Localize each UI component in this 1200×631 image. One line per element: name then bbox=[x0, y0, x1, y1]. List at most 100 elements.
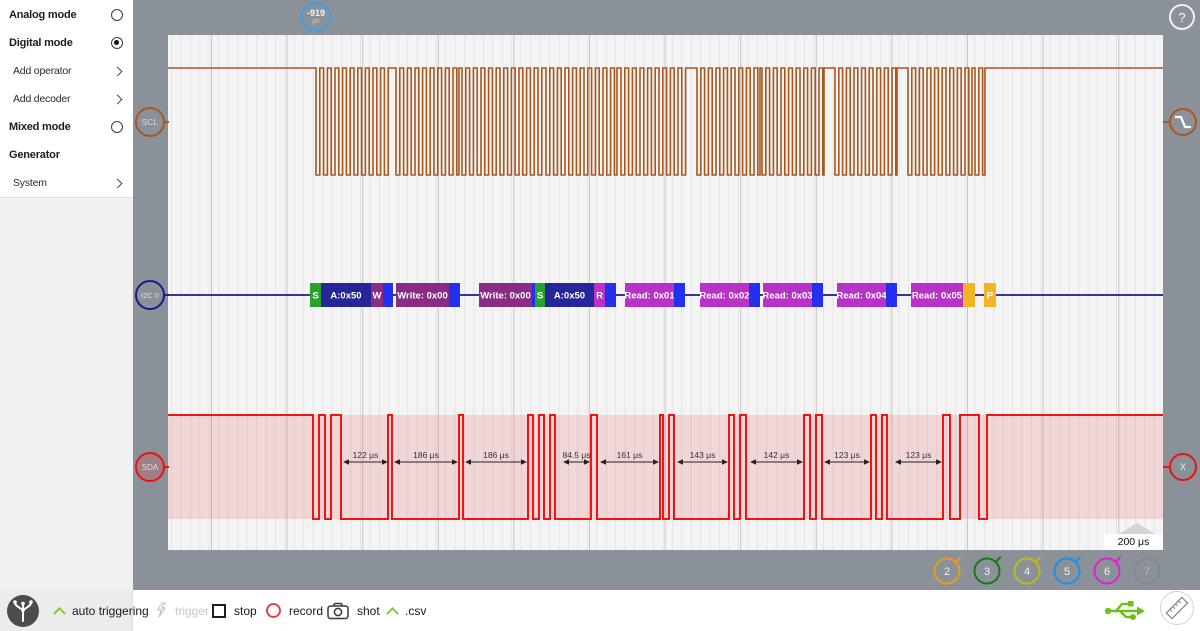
i2c-block[interactable] bbox=[383, 283, 393, 307]
shot-control[interactable]: shot bbox=[327, 590, 380, 631]
measurement: 123 μs bbox=[895, 450, 942, 465]
measurement: 143 μs bbox=[677, 450, 728, 465]
measure-tool-button[interactable] bbox=[1160, 591, 1194, 625]
sidebar-item-label: Add operator bbox=[13, 65, 72, 77]
svg-text:4: 4 bbox=[1024, 566, 1030, 578]
stop-checkbox[interactable] bbox=[212, 603, 226, 618]
usb-connected-icon bbox=[1104, 601, 1145, 620]
i2c-block[interactable] bbox=[886, 283, 897, 307]
svg-text:6: 6 bbox=[1104, 566, 1110, 578]
stop-control[interactable]: stop bbox=[212, 590, 257, 631]
svg-text:Read: 0x02: Read: 0x02 bbox=[699, 291, 749, 302]
trigger-label: trigger bbox=[175, 603, 210, 618]
svg-text:S: S bbox=[537, 291, 543, 302]
channel-button-6[interactable]: 6 bbox=[1093, 556, 1121, 585]
svg-text:5: 5 bbox=[1064, 566, 1070, 578]
svg-text:S: S bbox=[312, 291, 318, 302]
svg-text:P: P bbox=[987, 291, 994, 302]
i2c-block[interactable]: W bbox=[371, 283, 383, 307]
svg-text:161 μs: 161 μs bbox=[617, 450, 643, 460]
channel-marker-i2c[interactable]: I2C 0 bbox=[135, 280, 165, 310]
radio-button bbox=[111, 9, 123, 21]
i2c-block[interactable]: S bbox=[310, 283, 321, 307]
i2c-block[interactable]: A:0x50 bbox=[545, 283, 594, 307]
sidebar-item-generator[interactable]: Generator bbox=[0, 141, 133, 169]
help-button[interactable]: ? bbox=[1169, 4, 1195, 30]
x-cursor-marker[interactable]: X bbox=[1169, 453, 1197, 481]
sidebar-item-add-decoder[interactable]: Add decoder bbox=[0, 85, 133, 113]
i2c-block[interactable]: R bbox=[594, 283, 605, 307]
channel-marker-scl[interactable]: SCL bbox=[135, 107, 165, 137]
timebase-handle-icon[interactable] bbox=[1119, 523, 1155, 534]
trigger-position-value: -919 bbox=[306, 7, 325, 18]
sidebar-item-mixed-mode[interactable]: Mixed mode bbox=[0, 113, 133, 141]
i2c-block[interactable]: S bbox=[535, 283, 545, 307]
svg-text:A:0x50: A:0x50 bbox=[330, 291, 361, 302]
scl-edge-marker[interactable] bbox=[1169, 108, 1197, 136]
svg-text:Write: 0x00: Write: 0x00 bbox=[397, 291, 448, 302]
sidebar-item-label: Generator bbox=[9, 149, 60, 161]
trigger-position-badge[interactable]: -919 μs bbox=[301, 2, 331, 32]
svg-text:3: 3 bbox=[984, 566, 990, 578]
shot-label: shot bbox=[357, 603, 380, 618]
i2c-marker-stub bbox=[164, 294, 169, 296]
i2c-block[interactable] bbox=[674, 283, 685, 307]
measurement: 186 μs bbox=[465, 450, 527, 465]
i2c-block[interactable] bbox=[963, 283, 975, 307]
i2c-block[interactable] bbox=[749, 283, 760, 307]
i2c-block[interactable] bbox=[605, 283, 616, 307]
i2c-block[interactable]: Write: 0x00 bbox=[479, 283, 532, 307]
svg-text:186 μs: 186 μs bbox=[483, 450, 509, 460]
auto-triggering-control[interactable]: auto triggering bbox=[53, 590, 149, 631]
sidebar-item-analog-mode[interactable]: Analog mode bbox=[0, 1, 133, 29]
sidebar-item-add-operator[interactable]: Add operator bbox=[0, 57, 133, 85]
measurement: 122 μs bbox=[343, 450, 388, 465]
record-icon bbox=[266, 603, 281, 618]
svg-text:Write: 0x00: Write: 0x00 bbox=[480, 291, 531, 302]
svg-text:122 μs: 122 μs bbox=[353, 450, 379, 460]
i2c-block[interactable]: P bbox=[984, 283, 996, 307]
channel-button-2[interactable]: 2 bbox=[933, 556, 961, 585]
svg-text:2: 2 bbox=[944, 566, 950, 578]
falling-edge-icon bbox=[1175, 115, 1191, 129]
i2c-block[interactable]: Read: 0x05 bbox=[911, 283, 963, 307]
chevron-up-icon bbox=[53, 606, 66, 620]
i2c-block[interactable]: Read: 0x01 bbox=[624, 283, 675, 307]
svg-text:Read: 0x05: Read: 0x05 bbox=[912, 291, 963, 302]
bottom-toolbar: auto triggering trigger stop record shot bbox=[0, 590, 1200, 631]
channel-button-4[interactable]: 4 bbox=[1013, 556, 1041, 585]
i2c-decoded-blocks[interactable]: S A:0x50 W Write: 0x00 Write: 0x00 S A:0x50 R Re… bbox=[310, 283, 996, 307]
sidebar-menu: Analog mode Digital mode Add operator Add d… bbox=[0, 0, 133, 198]
i2c-block[interactable]: Read: 0x02 bbox=[699, 283, 750, 307]
i2c-block[interactable] bbox=[812, 283, 823, 307]
sidebar-item-digital-mode[interactable]: Digital mode bbox=[0, 29, 133, 57]
channel-button-7[interactable]: 7 bbox=[1133, 556, 1161, 585]
sidebar-item-label: Mixed mode bbox=[9, 121, 71, 133]
trigger-control[interactable]: trigger bbox=[155, 590, 209, 631]
auto-triggering-label: auto triggering bbox=[72, 603, 149, 618]
measurement: 84.5 μs bbox=[562, 450, 591, 465]
i2c-block[interactable]: A:0x50 bbox=[321, 283, 371, 307]
sidebar-item-system[interactable]: System bbox=[0, 169, 133, 197]
measurement: 186 μs bbox=[394, 450, 458, 465]
sda-right-stub bbox=[1163, 466, 1170, 468]
csv-export-control[interactable]: .csv bbox=[386, 590, 427, 631]
radio-button bbox=[111, 37, 123, 49]
measurement: 123 μs bbox=[824, 450, 870, 465]
svg-text:A:0x50: A:0x50 bbox=[554, 291, 585, 302]
i2c-block[interactable]: Write: 0x00 bbox=[396, 283, 449, 307]
channel-marker-sda[interactable]: SDA bbox=[135, 452, 165, 482]
channel-button-5[interactable]: 5 bbox=[1053, 556, 1081, 585]
record-control[interactable]: record bbox=[266, 590, 323, 631]
measurement: 142 μs bbox=[750, 450, 803, 465]
timebase-label[interactable]: 200 μs bbox=[1104, 534, 1163, 550]
i2c-block[interactable] bbox=[449, 283, 460, 307]
i2c-block[interactable]: Read: 0x03 bbox=[762, 283, 813, 307]
svg-text:Read: 0x01: Read: 0x01 bbox=[624, 291, 675, 302]
waveform-plot[interactable]: 122 μs 186 μs 186 μs 84.5 μs 161 μs 143 μs 142… bbox=[168, 35, 1163, 550]
sda-measurements: 122 μs 186 μs 186 μs 84.5 μs 161 μs 143 μs 142… bbox=[343, 450, 942, 465]
csv-label: .csv bbox=[405, 603, 427, 618]
i2c-block[interactable]: Read: 0x04 bbox=[836, 283, 887, 307]
channel-button-3[interactable]: 3 bbox=[973, 556, 1001, 585]
